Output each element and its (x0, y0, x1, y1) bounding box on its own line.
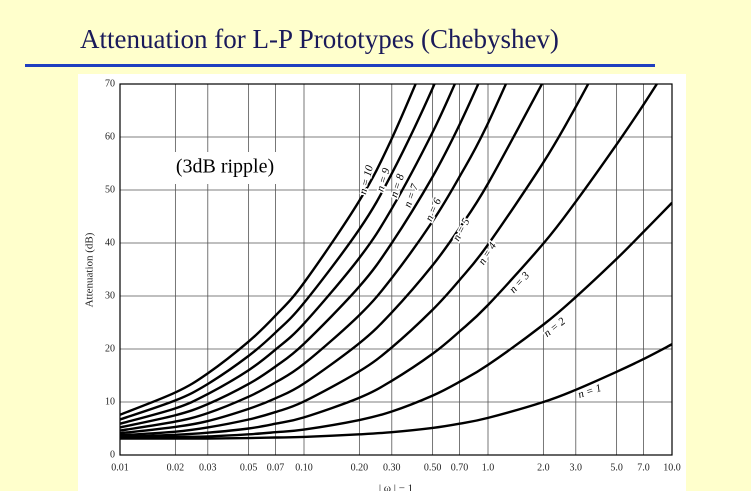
x-tick-label: 0.07 (267, 462, 285, 473)
annotation: (3dB ripple) (176, 156, 274, 178)
x-tick-label: 1.0 (482, 462, 495, 473)
x-tick-label: 0.70 (451, 462, 469, 473)
y-tick-label: 30 (105, 290, 115, 301)
y-tick-label: 10 (105, 396, 115, 407)
x-tick-label: 5.0 (610, 462, 623, 473)
x-tick-label: 0.03 (199, 462, 217, 473)
annotation-box (158, 152, 292, 184)
x-tick-label: 7.0 (637, 462, 650, 473)
attenuation-curve (120, 84, 590, 437)
attenuation-curve (120, 84, 508, 432)
attenuation-curve (120, 84, 659, 439)
attenuation-curve (120, 343, 672, 440)
attenuation-curve (120, 84, 457, 425)
x-tick-label: 10.0 (663, 462, 681, 473)
y-tick-label: 40 (105, 237, 115, 248)
attenuation-curve (120, 84, 417, 416)
y-tick-label: 0 (110, 449, 115, 460)
x-tick-label: 0.50 (424, 462, 442, 473)
x-tick-label: 0.01 (111, 462, 129, 473)
curves (120, 84, 672, 440)
x-tick-label: 2.0 (537, 462, 550, 473)
y-tick-label: 20 (105, 343, 115, 354)
y-tick-label: 70 (105, 78, 115, 89)
x-tick-label: 0.30 (383, 462, 401, 473)
plot-frame (119, 83, 673, 456)
y-axis-label: Attenuation (dB) (84, 232, 96, 307)
attenuation-curve (120, 84, 544, 435)
attenuation-curve (120, 84, 436, 421)
y-tick-label: 50 (105, 184, 115, 195)
attenuation-curve (120, 201, 672, 440)
x-tick-label: 0.10 (295, 462, 313, 473)
y-tick-label: 60 (105, 131, 115, 142)
x-tick-label: 0.20 (351, 462, 369, 473)
title-rule (25, 64, 655, 67)
slide-title: Attenuation for L-P Prototypes (Chebyshe… (80, 24, 559, 54)
x-tick-label: 0.02 (167, 462, 185, 473)
x-tick-label: 0.05 (240, 462, 258, 473)
x-tick-label: 3.0 (570, 462, 583, 473)
x-axis-label: | ω | − 1 (379, 483, 413, 491)
attenuation-curve (120, 84, 480, 429)
